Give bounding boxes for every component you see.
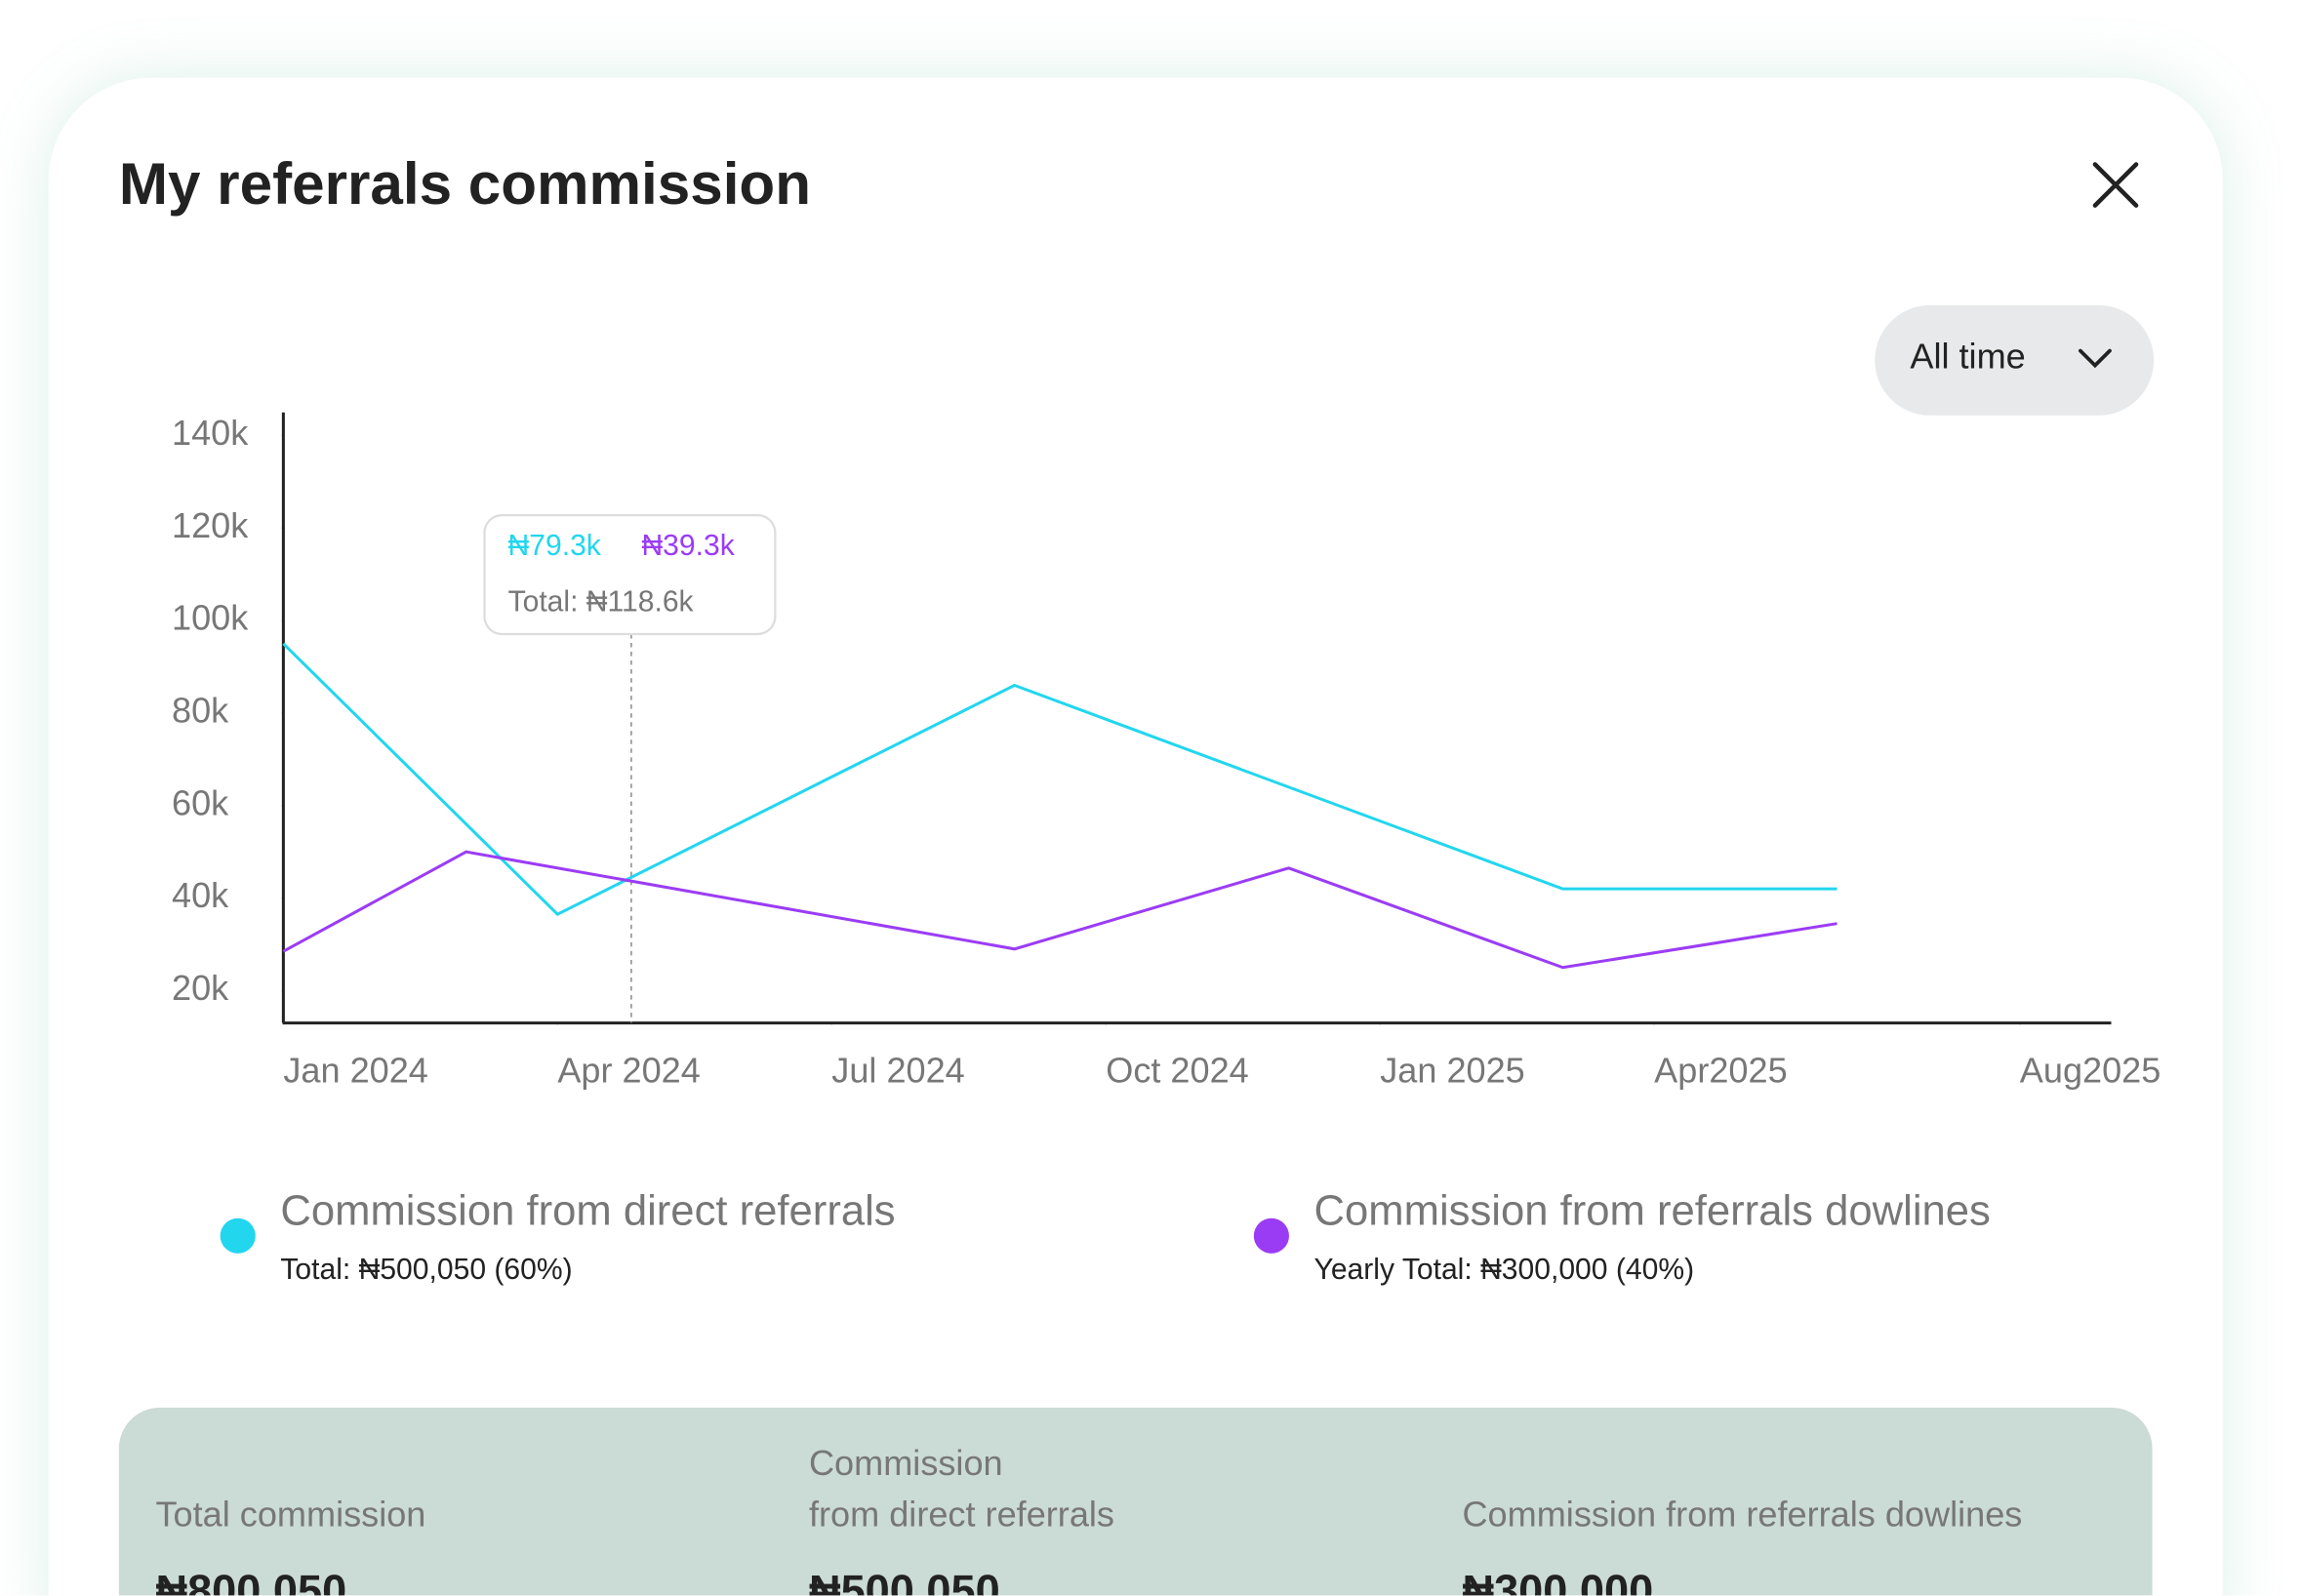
y-tick-label: 60k: [172, 782, 229, 822]
summary-value: ₦800,050: [155, 1567, 347, 1596]
dropdown-label: All time: [1910, 338, 2026, 378]
y-tick-label: 20k: [172, 968, 229, 1008]
summary-value: ₦500,050: [808, 1567, 1000, 1596]
summary-label: Total commission: [155, 1496, 426, 1536]
legend-name: Commission from direct referrals: [280, 1188, 895, 1235]
chevron-icon: [2078, 348, 2112, 369]
x-tick-label: Apr 2024: [557, 1050, 701, 1090]
summary-value: ₦300,000: [1462, 1567, 1654, 1596]
legend-dot: [220, 1217, 256, 1254]
period-dropdown[interactable]: [1875, 304, 2155, 416]
series-line: [282, 642, 1838, 917]
tooltip-value: ₦39.3k: [641, 530, 735, 562]
modal-card: [48, 77, 2223, 1596]
y-tick-label: 80k: [172, 690, 229, 730]
x-tick-label: Jul 2024: [831, 1050, 964, 1090]
y-tick-label: 120k: [172, 505, 249, 545]
y-tick-label: 140k: [172, 413, 249, 453]
close-button[interactable]: [2090, 160, 2140, 210]
x-tick-label: Jan 2024: [283, 1050, 428, 1090]
tooltip: [483, 513, 777, 636]
y-tick-label: 100k: [172, 598, 249, 638]
series-line: [282, 850, 1838, 970]
tooltip-total: Total: ₦118.6k: [508, 585, 695, 618]
x-tick-label: Oct 2024: [1106, 1050, 1248, 1090]
legend-name: Commission from referrals dowlines: [1314, 1188, 1991, 1235]
x-tick-label: Apr2025: [1654, 1050, 1787, 1090]
legend-total: Yearly Total: ₦300,000 (40%): [1314, 1254, 1695, 1286]
legend-total: Total: ₦500,050 (60%): [280, 1254, 572, 1286]
tooltip-value: ₦79.3k: [508, 530, 602, 562]
summary-box: [118, 1407, 2153, 1596]
x-tick-label: Jan 2025: [1380, 1050, 1525, 1090]
summary-label: Commission from referrals dowlines: [1462, 1496, 2023, 1536]
line-chart: 20k 40k 60k 80k 100k 120k 140k Jan 2024 Apr 2024…: [172, 412, 2161, 1286]
x-tick-label: Aug2025: [2020, 1050, 2161, 1090]
legend-dot: [1253, 1217, 1289, 1254]
summary-label: Commission from direct referrals: [808, 1444, 1114, 1536]
modal-title: My referrals commission: [118, 152, 811, 218]
y-tick-label: 40k: [172, 875, 229, 915]
